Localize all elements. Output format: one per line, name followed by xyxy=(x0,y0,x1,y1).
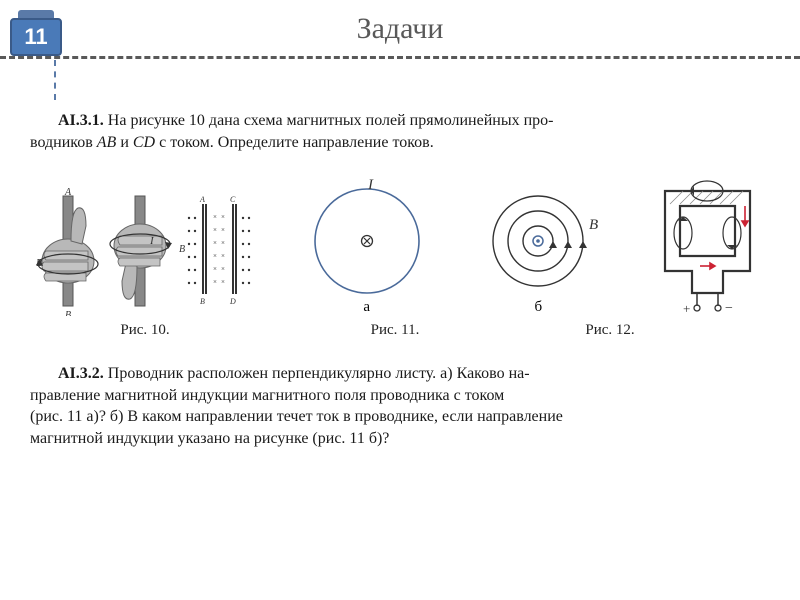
figure-10: A B⃗ B I xyxy=(30,186,260,316)
svg-text:×: × xyxy=(221,252,225,260)
svg-text:×: × xyxy=(213,265,217,273)
svg-text:A: A xyxy=(199,195,205,204)
svg-text:B: B xyxy=(65,310,71,316)
svg-text:+: + xyxy=(683,301,690,316)
svg-text:−: − xyxy=(725,301,733,316)
header-dash xyxy=(0,56,800,59)
slide-number: 11 xyxy=(10,18,62,56)
svg-text:C: C xyxy=(230,195,236,204)
figure-row: A B⃗ B I xyxy=(30,171,770,316)
svg-text:A: A xyxy=(64,187,72,198)
figure-11b: B⃗ б xyxy=(473,173,603,316)
caption-fig10: Рис. 10. xyxy=(30,322,260,339)
fig-11b-label: б xyxy=(534,299,542,316)
hand-down-icon: I xyxy=(110,196,172,306)
svg-text:×: × xyxy=(221,265,225,273)
svg-text:×: × xyxy=(221,278,225,286)
figure-captions: Рис. 10. Рис. 11. Рис. 12. xyxy=(30,322,770,339)
svg-text:B: B xyxy=(200,297,205,306)
svg-text:B⃗: B⃗ xyxy=(179,244,193,255)
conductors-AB-CD: A B C D × × × × × × × × × × × × xyxy=(179,195,250,306)
svg-text:×: × xyxy=(213,239,217,247)
problem-2-id: AI.3.2. xyxy=(58,365,104,382)
svg-text:I: I xyxy=(367,177,374,193)
svg-text:×: × xyxy=(213,278,217,286)
fig-11a-label: а xyxy=(363,299,370,316)
svg-text:D: D xyxy=(229,297,236,306)
problem-1-id: AI.3.1. xyxy=(58,112,104,129)
slide-badge: 11 xyxy=(10,10,62,56)
svg-text:B⃗: B⃗ xyxy=(589,217,603,233)
figure-11a: I а xyxy=(302,173,432,316)
hand-up-icon: A B⃗ B xyxy=(36,187,98,316)
svg-text:×: × xyxy=(213,213,217,221)
header-vdash xyxy=(54,60,56,100)
problem-2: AI.3.2. Проводник расположен перпендикул… xyxy=(30,363,770,449)
figure-12: + − xyxy=(645,171,770,316)
svg-text:×: × xyxy=(213,226,217,234)
svg-text:×: × xyxy=(213,252,217,260)
svg-text:×: × xyxy=(221,239,225,247)
svg-text:×: × xyxy=(221,213,225,221)
problem-1: AI.3.1. На рисунке 10 дана схема магнитн… xyxy=(30,110,770,153)
svg-text:×: × xyxy=(221,226,225,234)
page-title: Задачи xyxy=(0,0,800,46)
caption-fig11: Рис. 11. xyxy=(260,322,530,339)
caption-fig12: Рис. 12. xyxy=(530,322,690,339)
